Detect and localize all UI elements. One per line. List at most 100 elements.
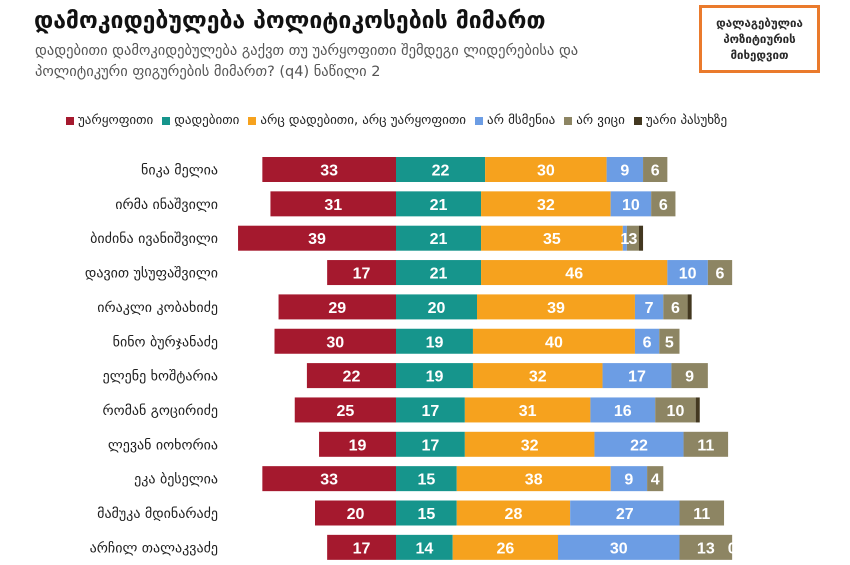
bar-segment-neutral xyxy=(452,534,558,560)
bar-segment-neutral xyxy=(464,431,595,457)
bar-segment-not-heard xyxy=(558,534,680,560)
bar-segment-positive xyxy=(396,328,473,354)
legend-label-dont-know: არ ვიცი xyxy=(576,113,625,128)
data-label-negative: 17 xyxy=(353,540,371,557)
chart-row: ირაკლი კობახიძე 29 20 39 7 6 xyxy=(97,294,692,320)
bar-segment-negative xyxy=(327,534,396,560)
legend-swatch-neutral xyxy=(248,117,257,125)
data-label-dont-know: 10 xyxy=(667,403,685,420)
data-label-negative: 19 xyxy=(349,437,367,454)
bar-segment-dont-know xyxy=(663,294,688,320)
bar-segment-negative xyxy=(270,191,396,217)
bar-segment-negative xyxy=(274,328,396,354)
bar-segment-positive xyxy=(396,397,465,423)
data-label-positive: 20 xyxy=(428,300,446,317)
data-label-dont-know: 5 xyxy=(665,334,674,351)
subtitle-line-2: პოლიტიკური ფიგურების მიმართ? (q4) ნაწილი… xyxy=(35,64,381,80)
data-label-positive: 22 xyxy=(432,163,450,180)
legend-item-negative: უარყოფითი xyxy=(66,112,153,130)
bar-segment-dont-know xyxy=(643,157,668,182)
data-label-dont-know: 11 xyxy=(697,437,714,454)
category-label: ელენე ხოშტარია xyxy=(103,368,218,385)
bar-segment-neutral xyxy=(456,500,571,526)
data-label-positive: 21 xyxy=(430,197,448,214)
category-label: ლევან იოხორია xyxy=(108,436,218,453)
sort-note-line-3: მიხედვით xyxy=(730,48,789,62)
chart-row: მამუკა მდინარაძე 20 15 28 27 11 xyxy=(97,500,725,526)
category-label: ირმა ინაშვილი xyxy=(115,196,218,213)
bar-segment-positive xyxy=(396,363,473,389)
data-label-dont-know: 9 xyxy=(685,369,694,386)
sort-note-box: დალაგებულია პოზიტიურის მიხედვით xyxy=(699,5,820,73)
chart-row: არჩილ თალაკვაძე 17 14 26 30 13 0 xyxy=(90,534,737,560)
bar-segment-dont-know xyxy=(679,500,725,526)
bar-segment-dont-know xyxy=(626,225,639,251)
data-label-negative: 29 xyxy=(328,300,346,317)
data-label-neutral: 32 xyxy=(521,437,539,454)
legend-label-negative: უარყოფითი xyxy=(78,113,154,128)
category-label: ეკა ბესელია xyxy=(134,472,218,488)
legend-item-positive: დადებითი xyxy=(162,112,239,130)
chart-row: ნიკა მელია 33 22 30 9 6 xyxy=(141,157,668,182)
legend-item-not-heard: არ მსმენია xyxy=(475,112,555,130)
bar-segment-not-heard xyxy=(610,466,648,492)
bar-segment-not-heard xyxy=(602,363,672,389)
sort-note-line-2: პოზიტიურის xyxy=(723,32,796,46)
data-label-neutral: 40 xyxy=(545,334,563,351)
bar-segment-neutral xyxy=(464,397,591,423)
bar-segment-negative xyxy=(262,157,396,182)
data-label-not-heard: 1 xyxy=(620,231,629,248)
data-label-refused: 0 xyxy=(728,540,737,557)
bar-segment-positive xyxy=(396,191,482,217)
category-label: მამუკა მდინარაძე xyxy=(97,505,218,522)
data-label-dont-know: 6 xyxy=(671,300,680,317)
chart-subtitle: დადებითი დამოკიდებულება გაქვთ თუ უარყოფი… xyxy=(35,41,578,83)
data-label-dont-know: 13 xyxy=(697,540,715,557)
legend-swatch-refused xyxy=(633,117,642,125)
bar-segment-dont-know xyxy=(679,534,733,560)
legend-swatch-negative xyxy=(66,117,74,125)
data-label-not-heard: 30 xyxy=(610,540,628,557)
bar-segment-neutral xyxy=(472,328,635,354)
bar-segment-negative xyxy=(327,260,396,286)
data-label-negative: 33 xyxy=(320,163,338,180)
data-label-positive: 17 xyxy=(422,403,440,420)
category-label: ირაკლი კობახიძე xyxy=(97,299,218,316)
data-label-positive: 19 xyxy=(426,369,444,386)
data-label-negative: 30 xyxy=(326,334,344,351)
data-label-neutral: 38 xyxy=(525,472,543,489)
data-label-neutral: 35 xyxy=(543,231,561,248)
category-label: ნიკა მელია xyxy=(141,163,218,179)
legend-item-dont-know: არ ვიცი xyxy=(564,112,625,130)
bar-segment-negative xyxy=(238,225,396,251)
category-label: ბიძინა ივანიშვილი xyxy=(90,231,218,247)
bar-segment-refused xyxy=(687,294,692,320)
bar-segment-not-heard xyxy=(622,225,627,251)
data-label-positive: 15 xyxy=(417,506,435,523)
bar-segment-positive xyxy=(396,260,482,286)
bar-segment-dont-know xyxy=(647,466,664,492)
bar-segment-refused xyxy=(639,225,644,251)
bar-segment-refused xyxy=(695,397,700,423)
data-label-neutral: 30 xyxy=(537,163,555,180)
chart-row: ლევან იოხორია 19 17 32 22 11 xyxy=(108,431,729,457)
data-label-dont-know: 4 xyxy=(651,472,660,489)
bar-segment-positive xyxy=(396,157,486,182)
bar-segment-negative xyxy=(262,466,396,492)
data-label-positive: 19 xyxy=(426,334,444,351)
bar-segment-dont-know xyxy=(655,397,696,423)
legend-label-refused: უარი პასუხზე xyxy=(645,113,728,128)
bar-segment-dont-know xyxy=(707,260,733,286)
data-label-positive: 21 xyxy=(430,266,448,283)
bar-segment-negative xyxy=(278,294,396,320)
bar-segment-neutral xyxy=(481,191,611,217)
bar-segment-positive xyxy=(396,466,457,492)
data-label-dont-know: 11 xyxy=(693,506,710,523)
chart-row: ბიძინა ივანიშვილი 39 21 35 1 3 xyxy=(90,225,644,251)
legend-item-neutral: არც დადებითი, არც უარყოფითი xyxy=(248,112,466,130)
legend-label-neutral: არც დადებითი, არც უარყოფითი xyxy=(260,113,467,128)
bar-segment-not-heard xyxy=(606,157,644,182)
bar-segment-negative xyxy=(315,500,396,526)
bar-segment-not-heard xyxy=(570,500,680,526)
bar-segment-not-heard xyxy=(634,328,660,354)
